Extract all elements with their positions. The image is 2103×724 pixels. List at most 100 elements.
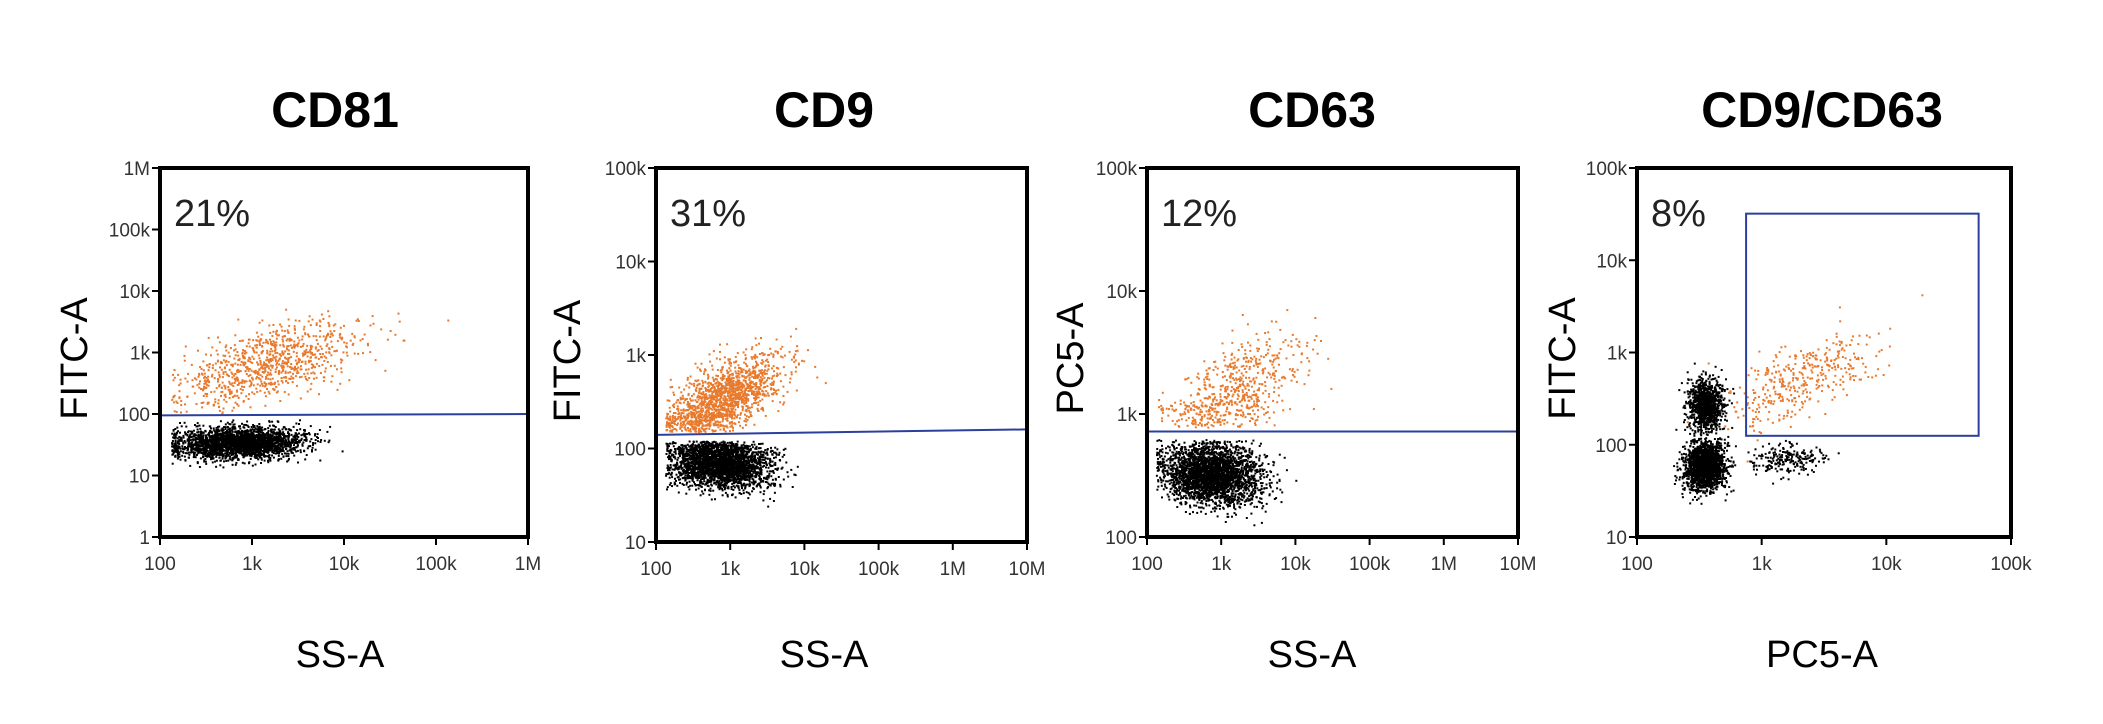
panel-1-point <box>270 358 273 361</box>
panel-1-point <box>211 457 214 460</box>
panel-1-point <box>287 331 290 334</box>
panel-2-point <box>731 399 734 401</box>
panel-1-point <box>191 435 194 438</box>
panel-1-point <box>196 462 199 465</box>
panel-1-point <box>289 444 292 447</box>
panel-1-point <box>327 321 330 324</box>
panel-2-point <box>816 376 819 379</box>
panel-1-point <box>269 441 272 444</box>
panel-1-point <box>204 379 207 382</box>
panel-2-point <box>705 406 708 409</box>
panel-1-point <box>234 436 237 438</box>
panel-1-point <box>199 457 202 460</box>
panel-2-point <box>779 401 782 404</box>
panel-1-point <box>237 396 240 399</box>
panel-1-point <box>233 437 236 440</box>
panel-1-point <box>214 398 217 401</box>
panel-1-point <box>208 432 211 435</box>
panel-2-point <box>720 400 722 403</box>
panel-1-point <box>259 363 262 366</box>
panel-1-point <box>228 368 231 371</box>
panel-1-point <box>310 352 313 355</box>
panel-1-point <box>233 374 236 377</box>
panel-1-point <box>244 444 247 447</box>
panel-2-point <box>722 387 725 390</box>
panel-1-point <box>199 439 202 442</box>
panel-2-point <box>700 405 703 408</box>
panel-2-point <box>719 414 722 417</box>
panel-1-point <box>269 372 272 375</box>
panel-1-point <box>194 438 197 441</box>
panel-2-point <box>737 403 740 406</box>
panel-2-point <box>700 397 703 399</box>
panel-1-point <box>318 429 321 431</box>
panel-1-point <box>286 445 289 448</box>
panel-1-point <box>271 446 274 449</box>
panel-1-point <box>176 431 178 434</box>
panel-1-point <box>197 449 200 452</box>
panel-1-point <box>357 352 360 355</box>
panel-1-point <box>202 387 205 390</box>
panel-1-point <box>219 420 222 423</box>
panel-1-point <box>262 364 265 367</box>
panel-2-point <box>771 367 773 370</box>
panel-2-point <box>774 391 777 394</box>
panel-1-point <box>299 376 301 379</box>
panel-1-point <box>294 359 297 362</box>
panel-2-point <box>721 420 724 423</box>
panel-2-point <box>760 337 762 339</box>
panel-1-point <box>218 383 221 386</box>
panel-1-point <box>222 359 225 362</box>
panel-1-point <box>314 442 317 445</box>
panel-1-point <box>193 433 196 436</box>
panel-1-point <box>245 424 248 426</box>
panel-1-x-tick-label: 1k <box>242 554 263 575</box>
panel-1-point <box>384 369 387 372</box>
panel-2-point <box>708 419 711 422</box>
panel-1-point <box>258 368 261 371</box>
panel-1-point <box>222 371 225 374</box>
panel-2-point <box>759 383 762 386</box>
panel-1-point <box>276 452 279 454</box>
panel-2-point <box>752 392 755 395</box>
panel-1-point <box>242 447 245 450</box>
panel-2-point <box>685 409 688 411</box>
panel-1-point <box>231 409 234 412</box>
panel-1-point <box>237 383 240 386</box>
panel-1-point <box>289 446 292 449</box>
panel-1-point <box>275 448 278 451</box>
panel-2-point <box>728 387 731 390</box>
panel-1-point <box>231 373 234 376</box>
panel-1-point <box>210 354 212 357</box>
panel-1-point <box>187 436 190 439</box>
panel-2-point <box>666 421 669 424</box>
panel-1-point <box>280 354 282 357</box>
panel-1-point <box>217 380 219 383</box>
panel-1-point <box>230 390 233 393</box>
panel-2-point <box>747 394 750 397</box>
panel-2-point <box>794 359 797 362</box>
panel-2-point <box>752 382 755 385</box>
panel-2-point <box>686 427 689 430</box>
panel-2-point <box>703 415 706 418</box>
panel-1-point <box>325 345 328 347</box>
panel-2-point <box>693 426 696 429</box>
panel-1-point <box>281 428 284 431</box>
panel-2-point <box>722 397 725 400</box>
panel-1-point <box>190 445 193 448</box>
panel-1-point <box>307 335 310 338</box>
panel-2-point <box>745 396 748 399</box>
panel-1-point <box>284 435 287 437</box>
panel-1-point <box>246 429 249 432</box>
panel-2-point <box>736 376 739 379</box>
panel-1-point <box>197 452 200 455</box>
panel-2-point <box>779 372 782 375</box>
panel-2-point <box>788 381 791 384</box>
panel-1-point <box>218 456 221 459</box>
panel-1-point <box>259 451 262 454</box>
panel-1-point <box>242 436 244 439</box>
panel-1-point <box>316 349 319 352</box>
panel-1-point <box>220 394 222 397</box>
panel-1-point <box>231 382 234 385</box>
